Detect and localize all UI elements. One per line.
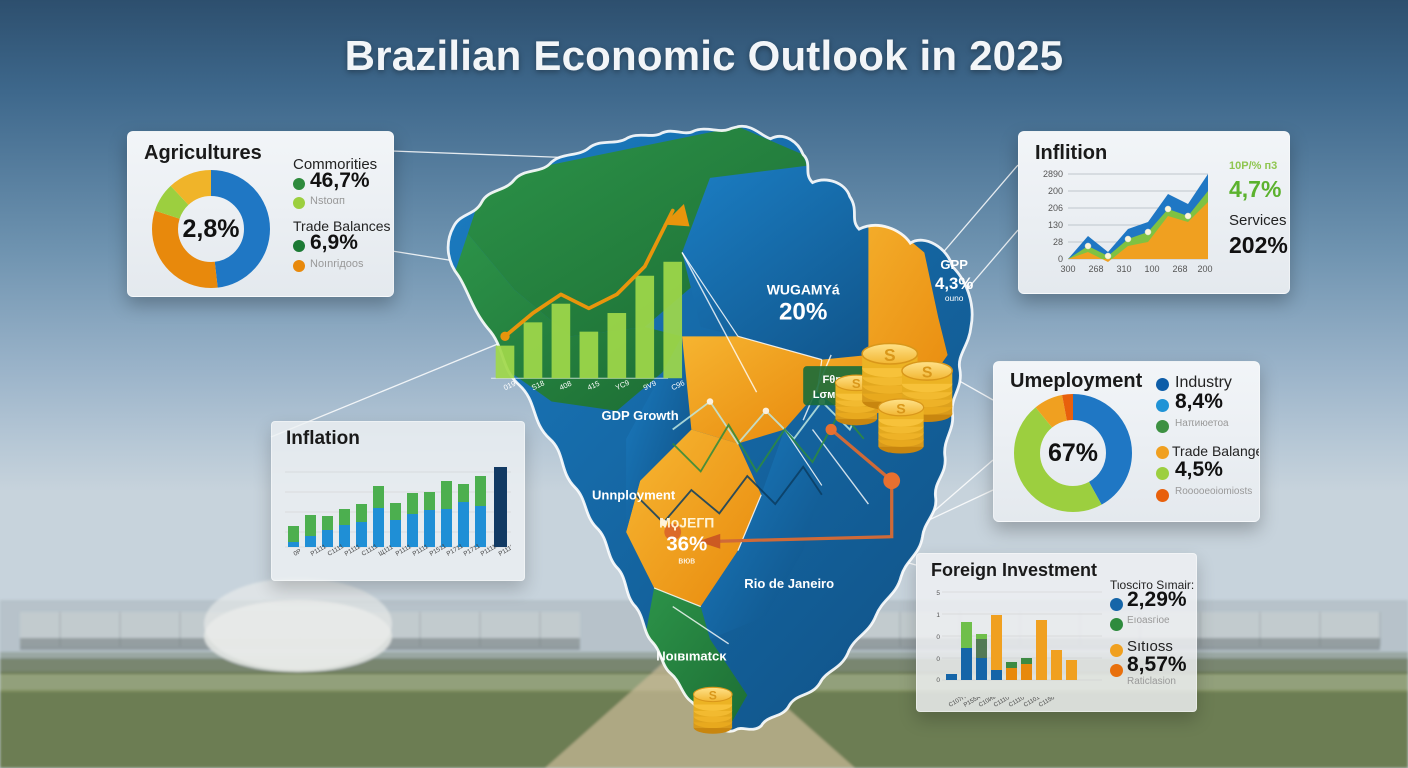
svg-text:4,3%: 4,3%: [935, 274, 973, 293]
svg-text:2,8%: 2,8%: [183, 215, 240, 243]
svg-text:Unnployment: Unnployment: [592, 487, 676, 502]
svg-text:200: 200: [1048, 186, 1063, 196]
svg-text:вюв: вюв: [678, 556, 695, 566]
svg-text:268: 268: [1088, 264, 1103, 274]
svg-text:67%: 67%: [1048, 439, 1098, 467]
svg-text:С1150: С1150: [1038, 697, 1057, 709]
svg-text:WUGAMYá: WUGAMYá: [767, 281, 840, 297]
svg-text:ouno: ouno: [945, 293, 964, 303]
svg-text:0: 0: [1058, 254, 1063, 264]
svg-text:206: 206: [1048, 203, 1063, 213]
svg-text:310: 310: [1116, 264, 1131, 274]
svg-text:GDP Growth: GDP Growth: [601, 408, 678, 423]
svg-text:36%: 36%: [666, 533, 707, 556]
svg-text:300: 300: [1060, 264, 1075, 274]
svg-text:28: 28: [1053, 237, 1063, 247]
svg-text:20%: 20%: [779, 299, 827, 326]
svg-text:2890: 2890: [1043, 169, 1063, 179]
svg-text:200: 200: [1197, 264, 1212, 274]
svg-text:268: 268: [1172, 264, 1187, 274]
svg-text:MϙJEГП: MϙJEГП: [659, 514, 714, 530]
svg-text:0Р: 0Р: [293, 548, 303, 558]
svg-text:Rio de Janeiro: Rio de Janeiro: [744, 576, 834, 591]
svg-text:130: 130: [1048, 220, 1063, 230]
svg-text:Noιвιmаtcκ: Noιвιmаtcκ: [656, 649, 727, 664]
svg-text:GPP: GPP: [940, 257, 968, 272]
svg-text:100: 100: [1144, 264, 1159, 274]
